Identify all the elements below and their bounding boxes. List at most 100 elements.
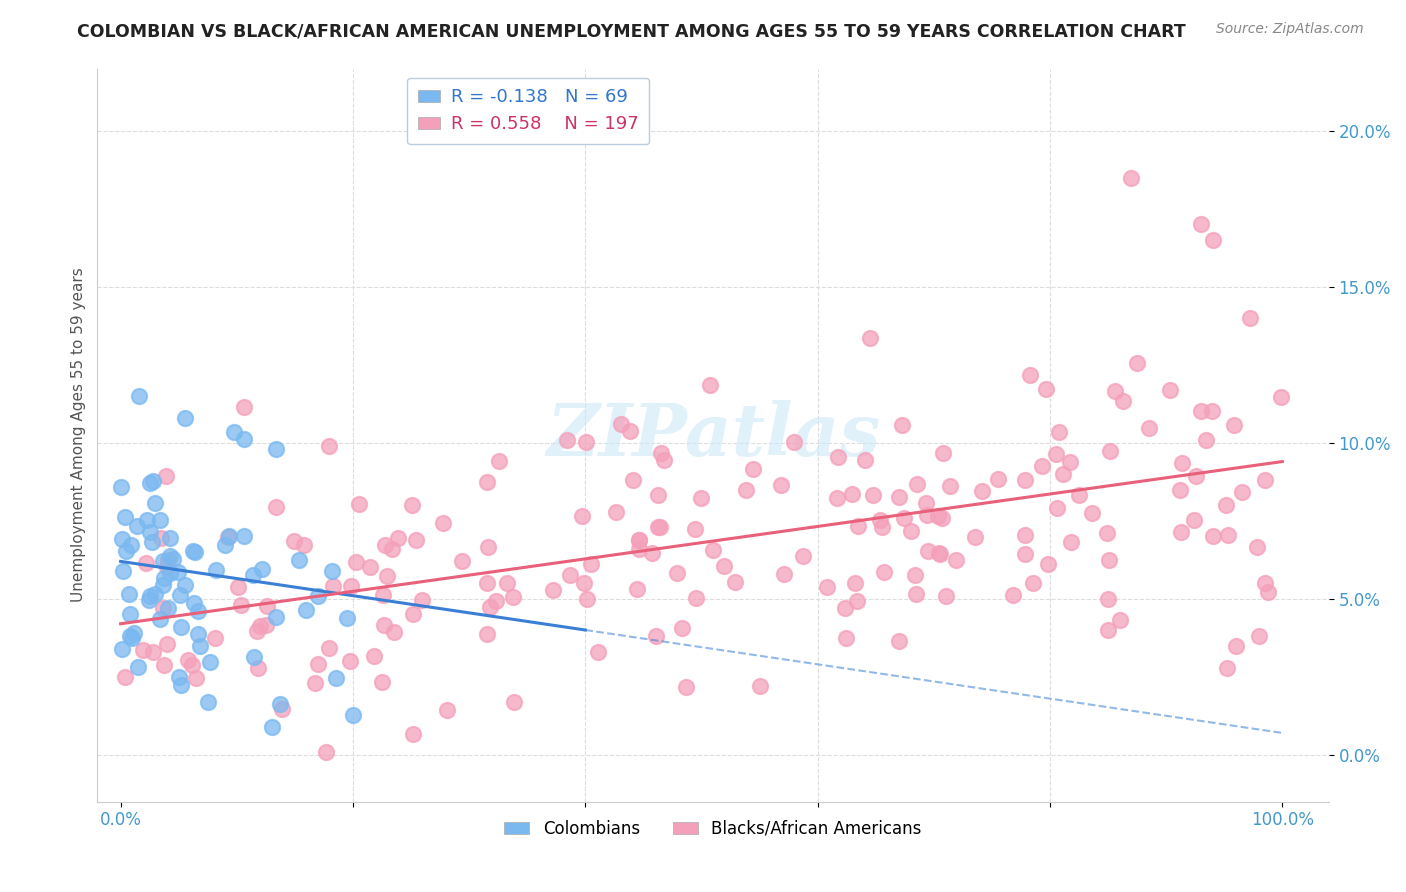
Point — [1137, 421, 1160, 435]
Point — [734, 483, 756, 497]
Point — [110, 480, 132, 494]
Point — [859, 331, 882, 345]
Point — [249, 619, 271, 633]
Point — [648, 520, 671, 534]
Point — [173, 578, 195, 592]
Point — [162, 552, 184, 566]
Point — [204, 631, 226, 645]
Point — [627, 541, 650, 556]
Point — [307, 589, 329, 603]
Point — [846, 594, 869, 608]
Point — [1045, 447, 1067, 461]
Point — [318, 439, 340, 453]
Point — [1185, 469, 1208, 483]
Point — [675, 681, 697, 695]
Point — [869, 512, 891, 526]
Point — [141, 535, 163, 549]
Point — [502, 590, 524, 604]
Point — [1098, 444, 1121, 458]
Point — [815, 580, 838, 594]
Point — [1182, 513, 1205, 527]
Point — [1239, 310, 1261, 325]
Point — [292, 538, 315, 552]
Point — [1046, 501, 1069, 516]
Point — [167, 565, 190, 579]
Point — [1035, 383, 1057, 397]
Point — [250, 562, 273, 576]
Point — [128, 389, 150, 403]
Point — [627, 533, 650, 547]
Point — [155, 468, 177, 483]
Point — [575, 435, 598, 450]
Point — [114, 510, 136, 524]
Point — [401, 498, 423, 512]
Point — [112, 564, 135, 578]
Point — [1246, 540, 1268, 554]
Point — [157, 600, 180, 615]
Point — [363, 648, 385, 663]
Point — [181, 657, 204, 672]
Point — [402, 727, 425, 741]
Point — [152, 554, 174, 568]
Point — [111, 532, 134, 546]
Point — [159, 531, 181, 545]
Point — [665, 566, 688, 580]
Point — [173, 410, 195, 425]
Point — [148, 612, 170, 626]
Point — [214, 538, 236, 552]
Point — [1081, 506, 1104, 520]
Point — [889, 633, 911, 648]
Point — [382, 625, 405, 640]
Point — [1097, 525, 1119, 540]
Point — [120, 538, 142, 552]
Point — [965, 530, 987, 544]
Point — [288, 553, 311, 567]
Point — [411, 593, 433, 607]
Point — [873, 566, 896, 580]
Point — [153, 571, 176, 585]
Point — [159, 549, 181, 563]
Point — [125, 518, 148, 533]
Point — [477, 540, 499, 554]
Point — [344, 555, 367, 569]
Point — [917, 544, 939, 558]
Point — [339, 654, 361, 668]
Point — [1022, 576, 1045, 591]
Point — [181, 544, 204, 558]
Point — [834, 601, 856, 615]
Point — [1067, 488, 1090, 502]
Point — [588, 645, 610, 659]
Point — [575, 591, 598, 606]
Point — [381, 541, 404, 556]
Point — [792, 549, 814, 564]
Point — [558, 568, 581, 582]
Point — [1002, 588, 1025, 602]
Point — [217, 530, 239, 544]
Point — [374, 538, 396, 552]
Point — [496, 576, 519, 591]
Point — [304, 676, 326, 690]
Point — [114, 670, 136, 684]
Point — [145, 587, 167, 601]
Point — [1171, 456, 1194, 470]
Point — [1225, 639, 1247, 653]
Point — [132, 643, 155, 657]
Point — [1254, 474, 1277, 488]
Point — [844, 576, 866, 591]
Point — [893, 511, 915, 525]
Point — [478, 600, 501, 615]
Point — [256, 599, 278, 613]
Point — [231, 598, 253, 612]
Point — [1253, 576, 1275, 591]
Point — [156, 552, 179, 566]
Point — [1014, 548, 1036, 562]
Point — [485, 594, 508, 608]
Point — [1014, 527, 1036, 541]
Point — [232, 432, 254, 446]
Point — [198, 655, 221, 669]
Point — [188, 639, 211, 653]
Point — [114, 544, 136, 558]
Point — [118, 607, 141, 622]
Point — [900, 524, 922, 539]
Point — [254, 617, 277, 632]
